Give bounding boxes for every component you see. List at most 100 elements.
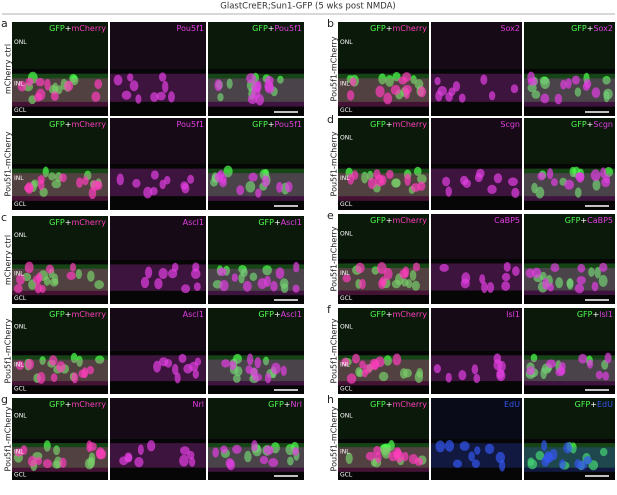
micrograph: [524, 22, 615, 116]
cell: [574, 87, 582, 97]
cell: [192, 262, 200, 272]
cell: [180, 446, 190, 455]
fiber-band: [524, 214, 615, 259]
cell: [503, 261, 511, 272]
cell: [595, 370, 603, 380]
cell: [168, 268, 178, 279]
cell: [592, 179, 601, 191]
cell: [445, 92, 453, 102]
signal-band: [12, 447, 108, 472]
cell: [479, 274, 486, 284]
cell: [486, 281, 495, 294]
cell: [574, 283, 585, 294]
cell: [156, 91, 166, 101]
cell: [564, 179, 575, 190]
cell: [285, 181, 293, 193]
cell: [255, 188, 262, 198]
channel-label: Nrl: [193, 400, 205, 409]
cell: [264, 372, 272, 384]
cell: [34, 282, 42, 294]
cell: [51, 179, 62, 189]
cell: [75, 269, 82, 280]
cell: [190, 268, 201, 280]
channel-label: Sox2: [500, 24, 520, 33]
cell: [91, 91, 101, 103]
cell: [287, 456, 294, 466]
fiber-band: [110, 216, 206, 260]
cell: [378, 73, 387, 85]
cell: [527, 457, 535, 466]
channel-label-part: +: [592, 310, 599, 319]
cell: [578, 353, 588, 364]
layer-label: ONL: [340, 230, 353, 237]
channel-label-part: Nrl: [193, 400, 205, 409]
cell: [501, 281, 511, 292]
cell: [262, 356, 270, 366]
cell: [270, 362, 281, 375]
cell: [95, 180, 103, 191]
cell: [555, 277, 564, 289]
channel-label-part: EdU: [504, 400, 520, 409]
cell: [391, 279, 401, 289]
layer-label: INL: [14, 271, 24, 278]
micrograph: [12, 216, 108, 304]
channel-label-part: GFP: [571, 120, 587, 129]
fiber-band: [208, 308, 304, 351]
cell: [226, 78, 233, 89]
channel-label-part: mCherry: [392, 216, 427, 225]
cell: [594, 266, 601, 279]
cell: [27, 455, 37, 467]
cell: [346, 90, 355, 101]
layer-label: GCL: [340, 107, 353, 114]
cell: [96, 449, 107, 460]
cell: [14, 284, 23, 294]
panel-letter: b: [327, 17, 334, 30]
micrograph: [208, 398, 304, 480]
cell: [84, 458, 95, 470]
cell: [459, 441, 470, 451]
channel-label: GFP+mCherry: [370, 120, 427, 129]
cell: [474, 446, 481, 455]
row-label: Pou5f1-mCherry: [330, 131, 339, 196]
cell: [526, 366, 535, 376]
fiber-band: [338, 118, 429, 164]
channel-label-part: mCherry: [392, 24, 427, 33]
cell: [379, 175, 387, 186]
cell: [376, 262, 387, 274]
cell: [373, 169, 381, 180]
cell: [249, 272, 258, 282]
layer-label: INL: [340, 270, 350, 277]
cell: [385, 75, 394, 87]
cell: [563, 442, 573, 454]
cell: [113, 74, 123, 86]
row-label: Pou5f1-mCherry: [4, 406, 13, 471]
cell: [402, 451, 409, 462]
cell: [591, 87, 601, 99]
cell: [159, 179, 166, 190]
channel-label-part: Ascl1: [281, 218, 302, 227]
cell: [217, 93, 224, 102]
cell: [178, 353, 187, 363]
cell: [293, 261, 300, 273]
channel-label: Ascl1: [183, 218, 204, 227]
cell: [481, 281, 488, 294]
cell: [352, 353, 360, 364]
cell: [547, 283, 555, 292]
cell: [378, 278, 386, 289]
channel-label: GFP+Isl1: [577, 310, 613, 319]
cell: [236, 185, 245, 196]
cell: [217, 267, 227, 276]
cell: [181, 284, 191, 294]
layer-label: INL: [340, 449, 350, 456]
cell: [264, 75, 274, 85]
cell: [250, 367, 259, 377]
fiber-band: [338, 398, 429, 439]
fiber-band: [110, 398, 206, 439]
cell: [146, 440, 156, 452]
cell: [276, 181, 283, 193]
cell: [590, 169, 601, 182]
channel-label: GFP+Scgn: [571, 120, 613, 129]
cell: [531, 90, 541, 99]
channel-label: GFP+mCherry: [49, 24, 106, 33]
channel-label-part: GFP: [370, 24, 386, 33]
